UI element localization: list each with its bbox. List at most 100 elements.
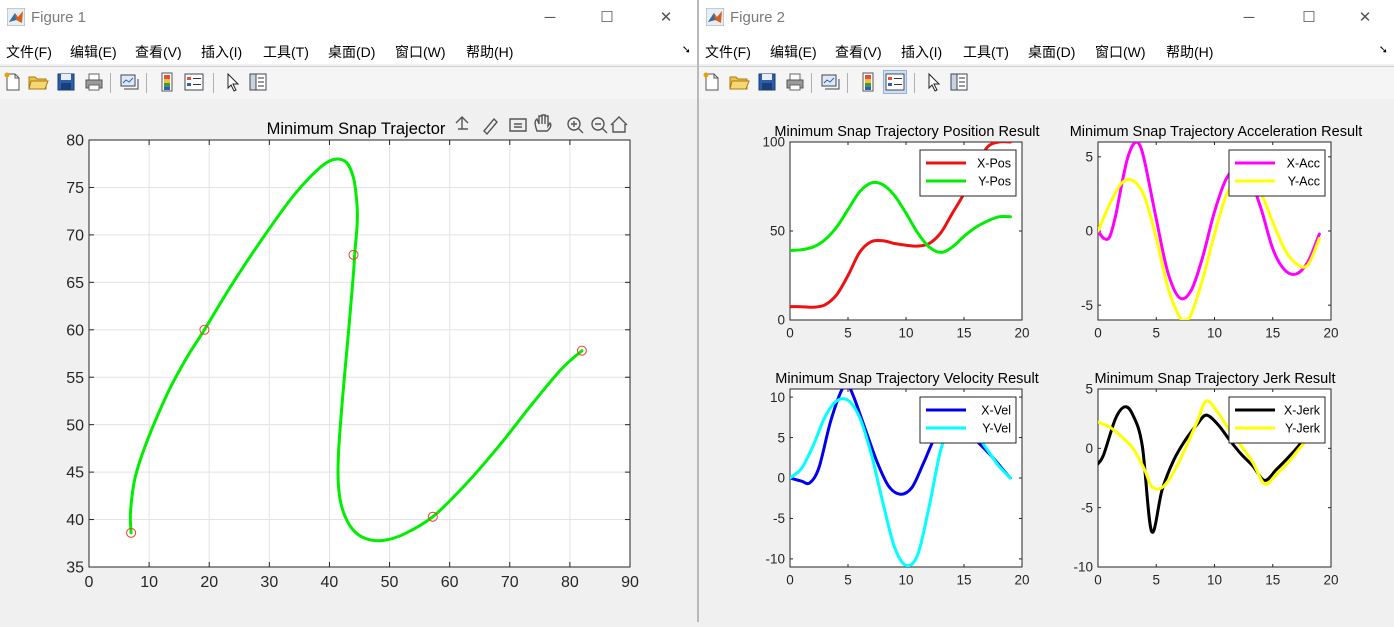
property-inspector-icon[interactable] [948, 71, 970, 93]
title-bar[interactable]: Figure 1 ─ ☐ ✕ [0, 0, 697, 36]
x-tick-label: 0 [786, 573, 794, 588]
dock-arrow-icon[interactable]: ➘ [681, 44, 691, 56]
toolbar-separator [110, 73, 111, 93]
matlab-logo-icon [7, 8, 25, 26]
legend-icon[interactable] [883, 70, 907, 94]
menu-tools[interactable]: 工具(T) [263, 44, 309, 60]
menu-insert[interactable]: 插入(I) [901, 44, 943, 60]
export-icon[interactable] [455, 116, 469, 130]
legend-box [1228, 396, 1326, 444]
save-icon[interactable] [756, 71, 778, 93]
y-tick-label: -10 [765, 552, 785, 567]
zoom-out-icon[interactable] [591, 117, 608, 134]
x-tick-label: 10 [898, 573, 913, 588]
x-tick-label: 15 [956, 573, 971, 588]
figure-2-window: Figure 2 ─ ☐ ✕ 文件(F) 编辑(E) 查看(V) 插入(I) 工… [699, 0, 1394, 622]
menu-view[interactable]: 查看(V) [835, 44, 882, 60]
minimize-button[interactable]: ─ [544, 9, 556, 26]
open-file-icon[interactable] [27, 71, 49, 93]
x-tick-label: 15 [956, 326, 971, 341]
menu-window[interactable]: 窗口(W) [395, 44, 446, 60]
close-button[interactable]: ✕ [1358, 9, 1372, 26]
menu-help[interactable]: 帮助(H) [466, 44, 514, 60]
dock-arrow-icon[interactable]: ➘ [1378, 44, 1388, 56]
legend-entry: Y-Vel [982, 422, 1011, 436]
toolbar-separator [213, 73, 214, 93]
menu-desktop[interactable]: 桌面(D) [328, 44, 376, 60]
open-file-icon[interactable] [728, 71, 750, 93]
y-tick-label: -5 [773, 511, 785, 526]
zoom-in-icon[interactable] [567, 117, 584, 134]
legend: X-Vel Y-Vel [919, 396, 1017, 444]
close-button[interactable]: ✕ [659, 9, 673, 26]
menu-desktop[interactable]: 桌面(D) [1028, 44, 1076, 60]
pan-hand-icon[interactable] [534, 114, 552, 132]
maximize-button[interactable]: ☐ [600, 9, 614, 26]
x-tick-label: 0 [1094, 573, 1102, 588]
x-tick-label: 40 [321, 574, 339, 591]
plot-lines [128, 157, 584, 543]
toolbar-separator [811, 73, 812, 93]
brush-icon[interactable] [483, 117, 498, 136]
legend-entry: Y-Acc [1288, 175, 1320, 189]
menu-help[interactable]: 帮助(H) [1166, 44, 1214, 60]
link-plot-icon[interactable] [819, 71, 841, 93]
waypoint-marker [126, 527, 137, 538]
menu-window[interactable]: 窗口(W) [1095, 44, 1146, 60]
y-tick-label: 0 [1085, 224, 1093, 239]
print-icon[interactable] [784, 71, 806, 93]
x-tick-label: 5 [844, 326, 852, 341]
link-plot-icon[interactable] [118, 71, 140, 93]
axes-toolbar [455, 114, 628, 136]
legend: X-Pos Y-Pos [919, 149, 1017, 197]
waypoint-marker [348, 249, 359, 260]
menu-file[interactable]: 文件(F) [6, 44, 52, 60]
title-bar[interactable]: Figure 2 ─ ☐ ✕ [699, 0, 1394, 36]
window-title: Figure 2 [730, 9, 786, 26]
axes: 0 5 10 15 20 -10 -5 0 5 10 Minimum Snap Trajectory… [765, 371, 1038, 588]
menu-edit[interactable]: 编辑(E) [770, 44, 817, 60]
new-figure-icon[interactable] [2, 71, 24, 93]
trajectory-plot: 0 10 20 30 40 50 60 70 80 90 35 40 45 50 55 60 65 70 75 80 M… [66, 114, 639, 591]
toolbar [0, 66, 697, 100]
pointer-icon[interactable] [221, 71, 243, 93]
menu-edit[interactable]: 编辑(E) [70, 44, 117, 60]
legend: X-Acc Y-Acc [1228, 149, 1326, 197]
y-tick-label: 50 [770, 224, 785, 239]
matlab-logo-icon [706, 8, 724, 26]
menu-view[interactable]: 查看(V) [135, 44, 182, 60]
print-icon[interactable] [83, 71, 105, 93]
menu-tools[interactable]: 工具(T) [963, 44, 1009, 60]
x-tick-label: 20 [1014, 573, 1029, 588]
home-icon[interactable] [610, 116, 628, 133]
legend-entry: X-Vel [981, 404, 1011, 418]
legend: X-Jerk Y-Jerk [1228, 396, 1326, 444]
series-line-1 [1098, 175, 1321, 320]
x-tick-label: 15 [1265, 326, 1280, 341]
menu-insert[interactable]: 插入(I) [201, 44, 243, 60]
property-inspector-icon[interactable] [247, 71, 269, 93]
x-tick-label: 50 [381, 574, 399, 591]
legend-icon[interactable] [183, 71, 205, 93]
new-figure-icon[interactable] [701, 71, 723, 93]
maximize-button[interactable]: ☐ [1302, 9, 1316, 26]
legend-box [919, 149, 1017, 197]
save-icon[interactable] [55, 71, 77, 93]
pointer-icon[interactable] [922, 71, 944, 93]
x-tick-label: 15 [1265, 573, 1280, 588]
x-tick-label: 10 [1207, 326, 1222, 341]
data-tips-icon[interactable] [509, 118, 527, 132]
chart-title: Minimum Snap Trajectory Velocity Result [775, 371, 1039, 387]
minimize-button[interactable]: ─ [1243, 9, 1255, 26]
colorbar-icon[interactable] [857, 71, 879, 93]
chart-title: Minimum Snap Trajectory Jerk Result [1095, 371, 1336, 387]
colorbar-icon[interactable] [156, 71, 178, 93]
menu-bar: 文件(F) 编辑(E) 查看(V) 插入(I) 工具(T) 桌面(D) 窗口(W… [0, 36, 697, 64]
x-tick-label: 10 [898, 326, 913, 341]
series-line-0 [1098, 142, 1321, 301]
menu-file[interactable]: 文件(F) [705, 44, 751, 60]
x-tick-label: 20 [1323, 573, 1338, 588]
